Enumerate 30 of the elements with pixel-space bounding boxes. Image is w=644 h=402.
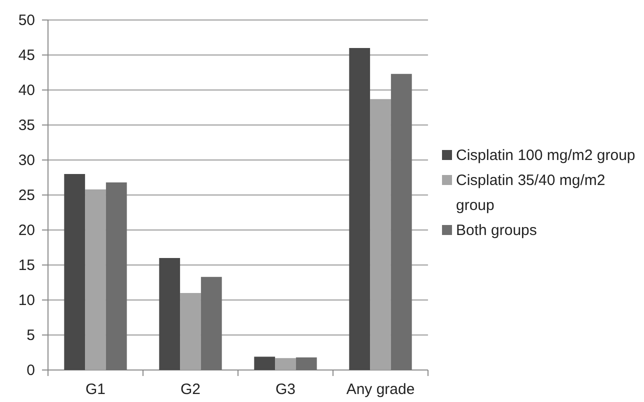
bar — [254, 356, 276, 370]
x-tick-label: G3 — [275, 381, 296, 398]
y-tick-label: 30 — [18, 152, 35, 169]
y-tick-label: 25 — [18, 186, 35, 204]
bar — [106, 182, 127, 370]
y-tick-label: 40 — [18, 82, 35, 99]
legend-label: Cisplatin 100 mg/m2 group — [456, 147, 636, 164]
bar — [296, 357, 317, 370]
bar — [180, 293, 201, 370]
bar — [390, 74, 412, 370]
y-tick-label: 45 — [18, 46, 35, 64]
bar — [85, 189, 106, 370]
y-tick-label: 5 — [26, 326, 35, 344]
bar — [370, 99, 391, 370]
x-tick-label: Any grade — [346, 381, 415, 398]
y-tick-label: 10 — [18, 292, 35, 309]
y-tick-label: 35 — [18, 116, 35, 134]
y-tick-label: 20 — [18, 222, 35, 239]
y-tick-label: 15 — [18, 256, 35, 274]
legend-label: Both groups — [456, 222, 537, 239]
x-tick-label: G2 — [180, 381, 201, 398]
bar — [349, 48, 370, 370]
bar — [64, 174, 86, 370]
x-tick-label: G1 — [85, 381, 106, 398]
bar — [159, 258, 180, 370]
legend-label: Cisplatin 35/40 mg/m2 group — [456, 172, 606, 214]
bar — [200, 276, 222, 370]
y-tick-label: 0 — [26, 362, 35, 379]
bar — [275, 358, 296, 370]
y-tick-label: 50 — [18, 12, 35, 29]
